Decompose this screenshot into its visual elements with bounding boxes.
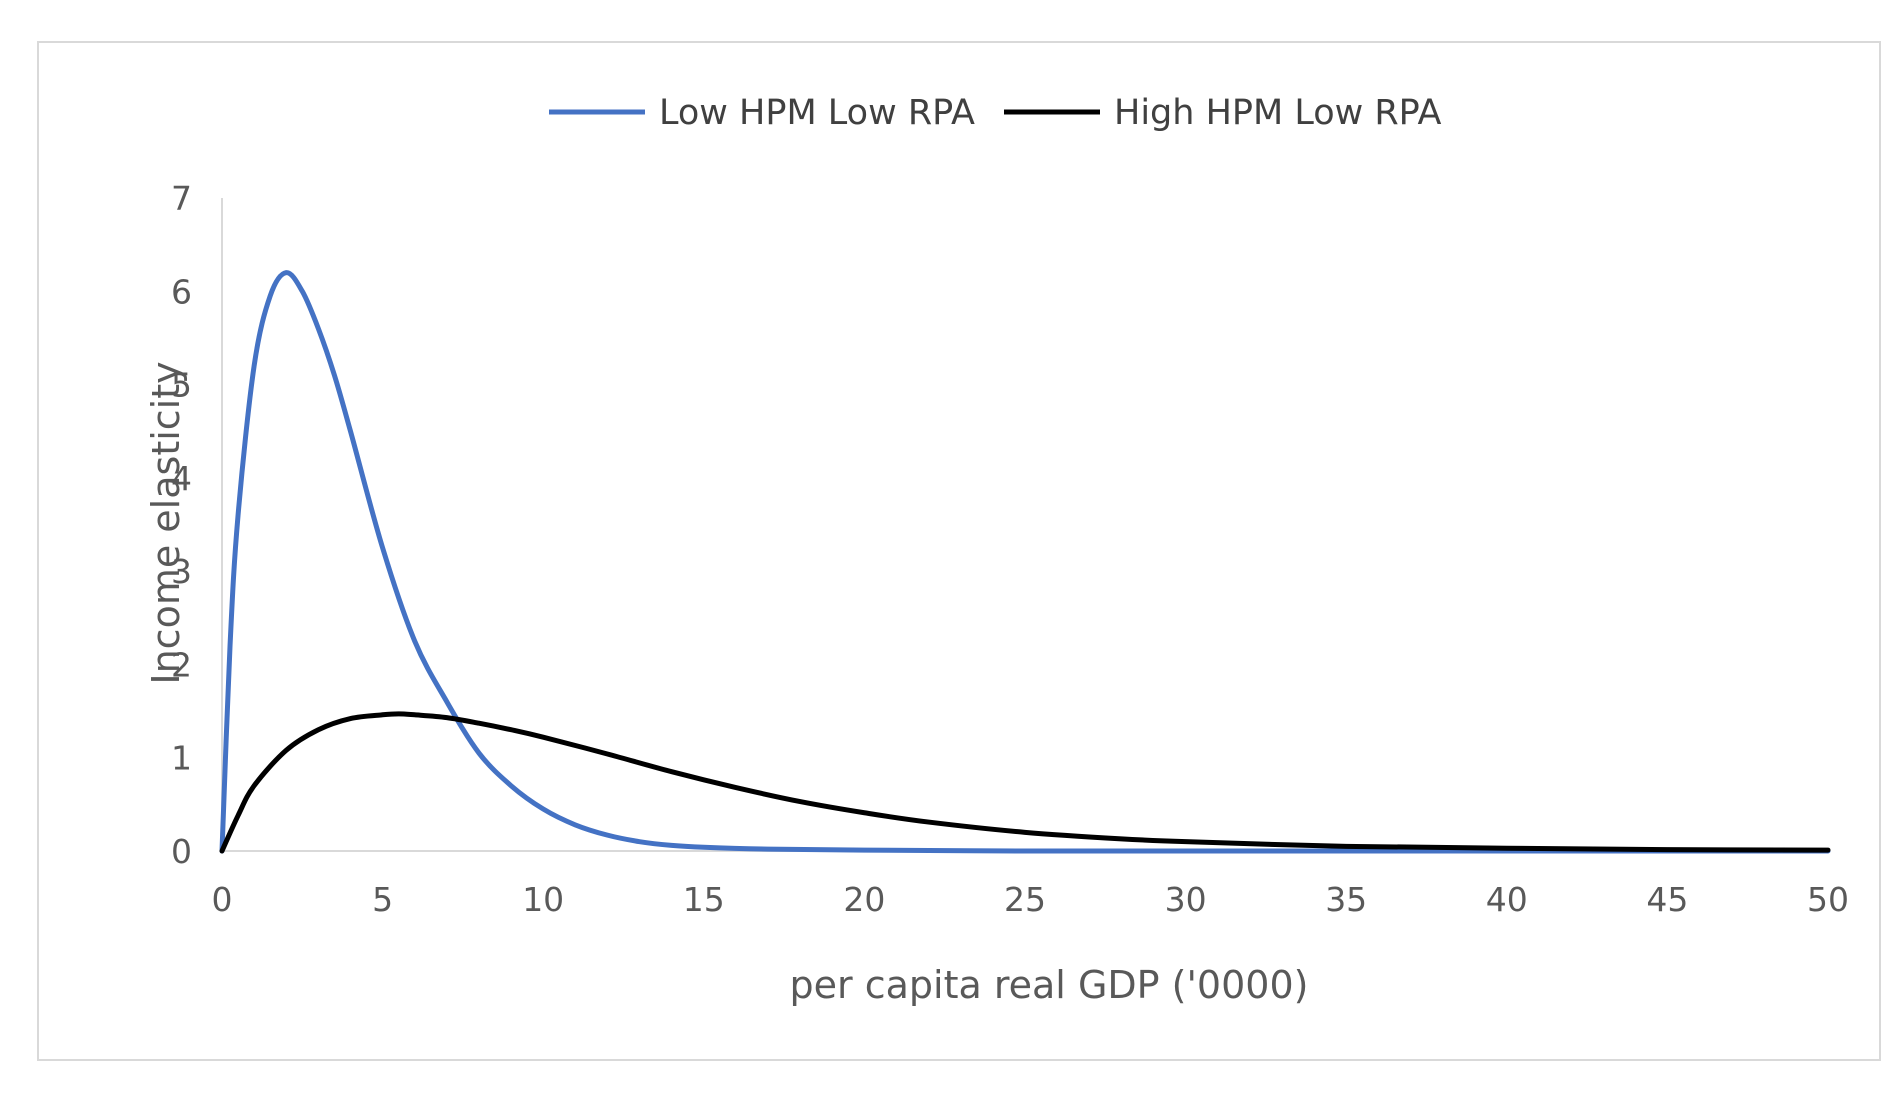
y-tick-label: 6 — [171, 272, 192, 311]
line-chart: Low HPM Low RPA High HPM Low RPA 0 5 10 15 20… — [144, 93, 1849, 1007]
x-tick-label: 5 — [372, 880, 393, 919]
x-tick-label: 0 — [212, 880, 233, 919]
series-layer — [219, 270, 1831, 854]
x-tick-label: 40 — [1486, 880, 1528, 919]
legend-label-1: Low HPM Low RPA — [659, 93, 975, 133]
x-tick-label: 25 — [1004, 880, 1046, 919]
x-tick-label: 10 — [522, 880, 564, 919]
y-tick-label: 1 — [171, 739, 192, 778]
legend-label-2: High HPM Low RPA — [1114, 93, 1442, 133]
x-tick-label: 20 — [843, 880, 885, 919]
chart-frame: Low HPM Low RPA High HPM Low RPA 0 5 10 15 20… — [37, 41, 1881, 1061]
x-axis-title: per capita real GDP ('0000) — [790, 963, 1309, 1007]
legend: Low HPM Low RPA High HPM Low RPA — [549, 93, 1442, 133]
y-tick-label: 4 — [171, 459, 192, 498]
series-line-1 — [219, 270, 1831, 854]
y-tick-label: 5 — [171, 366, 192, 405]
x-tick-label: 45 — [1646, 880, 1688, 919]
x-tick-label: 30 — [1165, 880, 1207, 919]
x-tick-label: 35 — [1325, 880, 1367, 919]
x-tick-label: 15 — [683, 880, 725, 919]
x-tick-label: 50 — [1807, 880, 1849, 919]
y-tick-label: 2 — [171, 645, 192, 684]
y-tick-label: 7 — [171, 179, 192, 218]
y-axis-title: Income elasticity — [144, 361, 188, 684]
series-line-2 — [219, 711, 1831, 854]
y-tick-label: 0 — [171, 832, 192, 871]
y-tick-label: 3 — [171, 552, 192, 591]
